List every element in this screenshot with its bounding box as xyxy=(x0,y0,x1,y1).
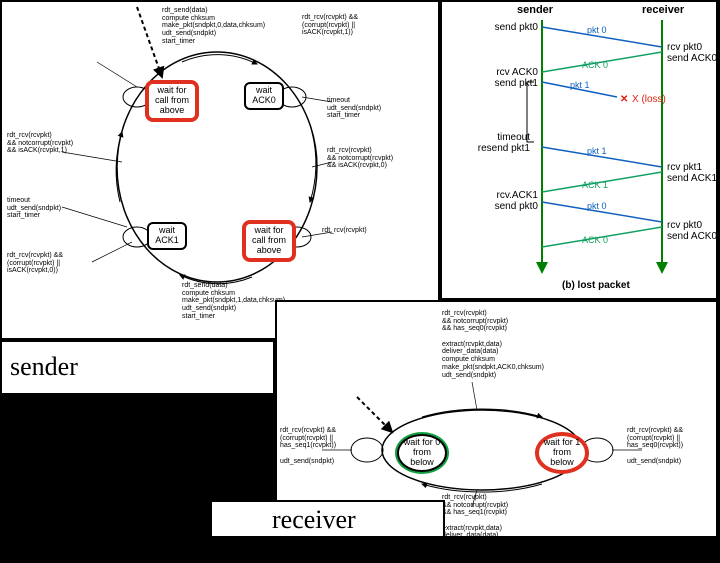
svg-text:pkt 1: pkt 1 xyxy=(587,146,607,156)
svg-text:pkt 0: pkt 0 xyxy=(587,201,607,211)
svg-text:pkt 1: pkt 1 xyxy=(570,80,590,90)
ev-rcv-pkt0: rcv pkt0 send ACK0 xyxy=(667,42,717,64)
state-wait-0-below: wait for 0 from below xyxy=(397,434,447,472)
ann-timeout-r: timeout udt_send(sndpkt) start_timer xyxy=(327,97,381,120)
state-wait-ack0: wait ACK0 xyxy=(244,82,284,110)
state-wait-1-below: wait for 1 from below xyxy=(537,434,587,472)
sender-label: sender xyxy=(10,352,78,382)
ev-rcv-pkt0b: rcv pkt0 send ACK0 xyxy=(667,220,717,242)
timeline-panel: ✕ pkt 0 ACK 0 pkt 1 pkt 1 ACK 1 pkt 0 AC… xyxy=(440,0,718,300)
ann-recv-bot: rdt_rcv(rcvpkt) && notcorrupt(rcvpkt) &&… xyxy=(442,494,544,563)
sender-label-panel: sender xyxy=(0,340,275,395)
state-wait-call-1: wait for call from above xyxy=(244,222,294,260)
ann-rcv-right: rdt_rcv(rcvpkt) xyxy=(322,227,367,235)
ann-top-rcv: rdt_rcv(rcvpkt) && (corrupt(rcvpkt) || i… xyxy=(302,14,358,37)
svg-text:pkt 0: pkt 0 xyxy=(587,25,607,35)
svg-text:ACK 0: ACK 0 xyxy=(582,235,608,245)
ev-rcv-ack0: rcv ACK0 send pkt1 xyxy=(460,67,538,89)
ann-bot-rcv: rdt_rcv(rcvpkt) && (corrupt(rcvpkt) || i… xyxy=(7,252,63,275)
ann-recv-top: rdt_rcv(rcvpkt) && notcorrupt(rcvpkt) &&… xyxy=(442,310,544,379)
ev-send-pkt0: send pkt0 xyxy=(460,22,538,33)
receiver-label-panel: receiver xyxy=(210,500,445,538)
receiver-label: receiver xyxy=(272,505,356,535)
timeline-receiver-head: receiver xyxy=(642,4,684,16)
svg-text:ACK 0: ACK 0 xyxy=(582,60,608,70)
ann-bot-send: rdt_send(data) compute chksum make_pkt(s… xyxy=(182,282,285,320)
svg-text:✕: ✕ xyxy=(620,94,628,105)
ann-recv-right: rdt_rcv(rcvpkt) && (corrupt(rcvpkt) || h… xyxy=(627,427,683,465)
state-wait-call-0: wait for call from above xyxy=(147,82,197,120)
svg-text:ACK 1: ACK 1 xyxy=(582,180,608,190)
ev-rcv-ack1: rcv.ACK1 send pkt0 xyxy=(460,190,538,212)
ev-loss: X (loss) xyxy=(632,94,666,105)
ann-top-send: rdt_send(data) compute chksum make_pkt(s… xyxy=(162,7,265,45)
timeline-sender-head: sender xyxy=(517,4,553,16)
state-wait-ack1: wait ACK1 xyxy=(147,222,187,250)
ann-timeout-l: timeout udt_send(sndpkt) start_timer xyxy=(7,197,61,220)
ann-ack0: rdt_rcv(rcvpkt) && notcorrupt(rcvpkt) &&… xyxy=(327,147,393,170)
ev-rcv-pkt1: rcv pkt1 send ACK1 xyxy=(667,162,717,184)
ann-recv-left: rdt_rcv(rcvpkt) && (corrupt(rcvpkt) || h… xyxy=(280,427,336,465)
ann-left-mid: rdt_rcv(rcvpkt) && notcorrupt(rcvpkt) &&… xyxy=(7,132,73,155)
sender-fsm-panel: wait for call from above wait ACK0 wait … xyxy=(0,0,440,340)
timeline-caption: (b) lost packet xyxy=(562,280,630,291)
ev-timeout: timeout resend pkt1 xyxy=(452,132,530,154)
